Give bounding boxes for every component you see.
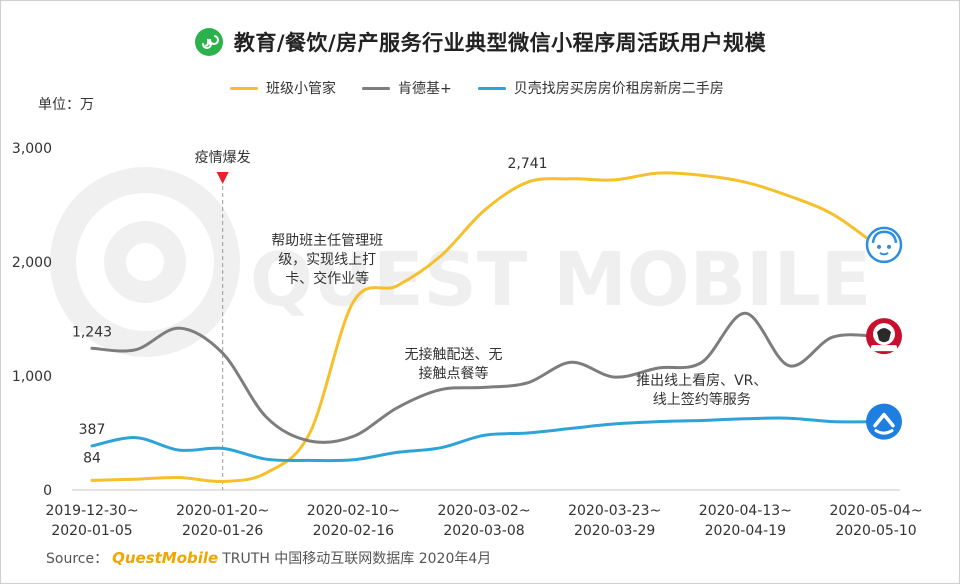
x-tick-label: 2020-05-10	[835, 523, 916, 539]
y-tick-label: 0	[43, 483, 52, 499]
x-tick-label: 2020-03-02~	[437, 503, 530, 519]
x-tick-label: 2020-03-29	[574, 523, 655, 539]
x-tick-label: 2019-12-30~	[45, 503, 138, 519]
x-tick-label: 2020-01-05	[51, 523, 132, 539]
data-label: 387	[79, 422, 106, 438]
annotation-text: 帮助班主任管理班	[271, 233, 383, 249]
beike-logo-icon	[866, 403, 902, 440]
baby-face-icon	[865, 226, 903, 264]
annotation-text: 卡、交作业等	[285, 270, 369, 287]
watermark-logo-icon	[50, 167, 240, 357]
x-tick-label: 2020-05-04~	[829, 503, 922, 519]
x-tick-label: 2020-03-23~	[568, 503, 661, 519]
y-tick-label: 3,000	[12, 141, 52, 157]
legend-label-beike: 贝壳找房买房房价租房新房二手房	[513, 81, 724, 97]
watermark: QUEST MOBILE	[50, 167, 871, 357]
y-tick-label: 1,000	[12, 369, 52, 385]
source-brand: QuestMobile	[112, 549, 219, 567]
annotation-text: 无接触配送、无	[405, 346, 503, 363]
series-line-beike	[90, 416, 878, 463]
legend-item-banji: 班级小管家	[230, 78, 336, 98]
data-label: 2,741	[508, 156, 548, 172]
legend-label-kfc: 肯德基+	[398, 81, 452, 97]
legend-item-kfc: 肯德基+	[362, 78, 452, 98]
title-row: 教育/餐饮/房产服务行业典型微信小程序周活跃用户规模	[0, 22, 960, 62]
mini-program-icon	[194, 28, 223, 56]
x-tick-label: 2020-03-08	[443, 523, 524, 539]
legend-item-beike: 贝壳找房买房房价租房新房二手房	[477, 78, 724, 98]
data-label: 1,243	[72, 324, 112, 340]
watermark-text: QUEST MOBILE	[250, 237, 871, 323]
legend-swatch-kfc	[362, 86, 390, 90]
series-line-banji	[90, 171, 878, 483]
x-tick-label: 2020-02-10~	[307, 503, 400, 519]
legend: 班级小管家 肯德基+ 贝壳找房买房房价租房新房二手房	[230, 78, 724, 98]
source-prefix: Source：	[46, 551, 109, 567]
chart-title: 教育/餐饮/房产服务行业典型微信小程序周活跃用户规模	[233, 31, 767, 55]
legend-swatch-beike	[477, 86, 506, 90]
event-marker-icon	[216, 172, 229, 184]
source-line: Source： QuestMobile TRUTH 中国移动互联网数据库 202…	[46, 548, 491, 568]
series-line-kfc	[90, 311, 878, 444]
annotation-text: 接触点餐等	[419, 365, 489, 382]
unit-label: 单位：万	[38, 97, 94, 113]
x-tick-label: 2020-01-26	[182, 523, 263, 539]
legend-swatch-banji	[230, 86, 258, 90]
annotation-text: 线上签约等服务	[653, 391, 751, 408]
y-tick-label: 2,000	[12, 255, 52, 271]
x-tick-label: 2020-01-20~	[176, 503, 269, 519]
source-suffix: TRUTH 中国移动互联网数据库 2020年4月	[222, 551, 492, 567]
x-tick-label: 2020-04-13~	[699, 503, 792, 519]
x-tick-label: 2020-02-16	[313, 523, 394, 539]
legend-label-banji: 班级小管家	[266, 81, 336, 97]
kfc-logo-icon	[866, 318, 902, 355]
event-label: 疫情爆发	[195, 150, 251, 166]
annotation-text: 推出线上看房、VR、	[636, 373, 767, 389]
data-label: 84	[83, 450, 101, 466]
annotation-text: 级，实现线上打	[278, 251, 376, 268]
x-tick-label: 2020-04-19	[705, 523, 786, 539]
